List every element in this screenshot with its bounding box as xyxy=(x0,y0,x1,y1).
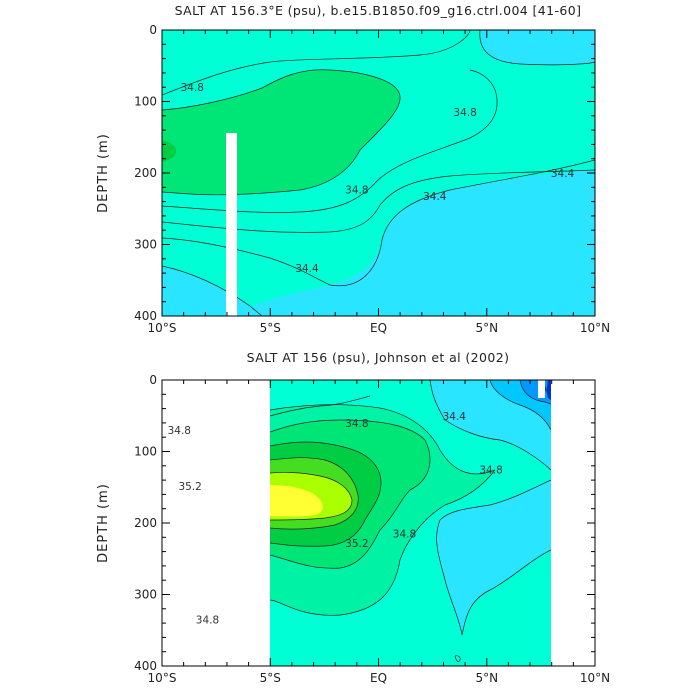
bottom-contour-label: 34.8 xyxy=(168,425,191,437)
top-xtick-label: 5°N xyxy=(475,321,498,335)
bottom-contour-label: 35.2 xyxy=(345,538,368,550)
bottom-fresh-deep xyxy=(436,480,551,635)
bottom-contour-labels: 34.8 34.8 34.4 34.8 35.2 35.2 34.8 34.8 xyxy=(168,411,503,627)
top-contour-2 xyxy=(162,69,401,196)
top-contour-4 xyxy=(162,169,595,233)
top-contour-3 xyxy=(162,69,498,213)
bottom-contour-label: 35.2 xyxy=(178,481,201,493)
bottom-contour-label: 34.8 xyxy=(479,464,502,476)
bottom-xtick-label: 10°N xyxy=(580,671,610,685)
top-missing-column xyxy=(226,133,237,316)
bottom-contour-12 xyxy=(454,655,461,662)
top-ytick-label: 100 xyxy=(134,95,157,109)
bottom-contour-3 xyxy=(270,441,382,547)
top-xtick-label: 10°S xyxy=(148,321,177,335)
top-contour-6 xyxy=(162,265,263,316)
top-panel: SALT AT 156.3°E (psu), b.e15.B1850.f09_g… xyxy=(96,3,610,335)
top-xtick-label: 10°N xyxy=(580,321,610,335)
top-contour-labels: 34.8 34.8 34.8 34.4 34.4 34.4 xyxy=(181,82,575,275)
bottom-contour-6 xyxy=(270,469,496,616)
bottom-ytick-label: 300 xyxy=(134,588,157,602)
bottom-panel: SALT AT 156 (psu), Johnson et al (2002) xyxy=(96,350,610,685)
top-ticks: 10°S 5°S EQ 5°N 10°N 0 100 200 300 400 xyxy=(134,23,610,335)
bottom-xtick-label: 10°S xyxy=(148,671,177,685)
bottom-contour-label: 34.4 xyxy=(443,411,467,423)
top-fresh-region xyxy=(230,30,595,316)
bottom-xtick-label: EQ xyxy=(370,671,387,685)
top-contour-label: 34.8 xyxy=(181,82,204,94)
bottom-ylabel: DEPTH (m) xyxy=(96,483,111,563)
top-contour-7 xyxy=(479,30,595,66)
top-contour-1 xyxy=(162,30,471,96)
top-ytick-label: 300 xyxy=(134,238,157,252)
bottom-missing-notch xyxy=(538,380,545,398)
bottom-contour-4 xyxy=(270,457,359,530)
bottom-contour-9 xyxy=(489,380,551,431)
top-salty-core xyxy=(162,69,401,195)
bottom-salinity-field xyxy=(270,380,551,666)
bottom-ytick-label: 100 xyxy=(134,445,157,459)
bottom-contour-7 xyxy=(429,380,551,471)
top-xtick-label: 5°S xyxy=(260,321,281,335)
top-ytick-label: 400 xyxy=(134,309,157,323)
top-salinity-field xyxy=(162,30,595,316)
bottom-ticks: 10°S 5°S EQ 5°N 10°N 0 100 200 300 400 xyxy=(134,373,610,685)
bottom-xtick-label: 5°N xyxy=(475,671,498,685)
top-contour-label: 34.4 xyxy=(551,168,575,180)
top-contour-label: 34.4 xyxy=(295,263,319,275)
bottom-contour-1 xyxy=(270,404,496,475)
top-salty-max xyxy=(162,140,176,162)
bottom-contour-label: 34.8 xyxy=(196,615,219,627)
bottom-contour-label: 34.8 xyxy=(345,418,368,430)
bottom-title: SALT AT 156 (psu), Johnson et al (2002) xyxy=(247,350,510,365)
top-contour-label: 34.4 xyxy=(423,191,447,203)
bottom-salty-max xyxy=(270,485,323,517)
top-ytick-label: 0 xyxy=(149,23,157,37)
bottom-contour-11 xyxy=(270,395,371,417)
top-contour-label: 34.8 xyxy=(345,184,368,196)
bottom-contour-5 xyxy=(270,472,353,521)
bottom-contour-8 xyxy=(436,479,551,636)
top-contour-5 xyxy=(162,159,595,287)
top-ylabel: DEPTH (m) xyxy=(96,133,111,213)
bottom-ytick-label: 200 xyxy=(134,516,157,530)
bottom-contour-10 xyxy=(519,380,551,405)
bottom-contour-2 xyxy=(270,419,431,569)
bottom-xtick-label: 5°S xyxy=(260,671,281,685)
top-contour-label: 34.8 xyxy=(453,107,476,119)
bottom-contour-label: 34.8 xyxy=(393,529,416,541)
top-title: SALT AT 156.3°E (psu), b.e15.B1850.f09_g… xyxy=(175,3,582,18)
top-ytick-label: 200 xyxy=(134,166,157,180)
bottom-ytick-label: 400 xyxy=(134,659,157,673)
bottom-ytick-label: 0 xyxy=(149,373,157,387)
top-xtick-label: EQ xyxy=(370,321,387,335)
